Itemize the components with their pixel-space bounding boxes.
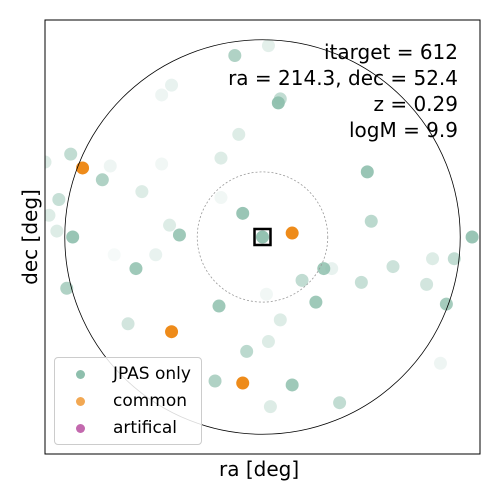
- point-jpas-only-13: [52, 193, 66, 207]
- point-jpas-only-19: [236, 206, 250, 220]
- point-jpas-only-33: [420, 277, 434, 291]
- point-jpas-only-8: [95, 173, 109, 187]
- point-jpas-only-17: [163, 218, 177, 232]
- redshift-annotation: z = 0.29: [373, 92, 458, 116]
- itarget-annotation: itarget = 612: [323, 40, 458, 64]
- target-marker: [253, 227, 272, 247]
- legend-label-artifical: artifical: [113, 418, 177, 438]
- legend: JPAS only common artifical: [54, 357, 202, 445]
- y-axis-label: dec [deg]: [18, 189, 42, 285]
- point-jpas-only-0: [228, 49, 242, 63]
- point-jpas-only-22: [465, 230, 479, 244]
- point-jpas-only-42: [240, 344, 254, 358]
- legend-label-common: common: [113, 391, 188, 411]
- point-jpas-only-10: [155, 157, 169, 171]
- point-common-1: [285, 226, 299, 240]
- point-jpas-only-29: [354, 275, 368, 289]
- point-jpas-only-4: [165, 78, 179, 92]
- point-jpas-only-11: [214, 151, 228, 165]
- point-jpas-only-24: [149, 248, 163, 262]
- point-jpas-only-39: [273, 313, 287, 327]
- point-jpas-only-31: [426, 252, 440, 266]
- legend-marker-jpas-only: [76, 369, 85, 379]
- point-jpas-only-14: [45, 208, 56, 222]
- point-jpas-only-26: [317, 262, 331, 276]
- legend-marker-common: [76, 396, 85, 406]
- point-jpas-only-32: [447, 252, 461, 266]
- point-jpas-only-6: [45, 155, 52, 169]
- point-jpas-only-20: [256, 230, 269, 244]
- point-jpas-only-41: [261, 335, 275, 349]
- legend-item-common: common: [55, 389, 187, 413]
- point-jpas-only-46: [333, 396, 347, 410]
- point-jpas-only-30: [386, 260, 400, 274]
- legend-item-jpas-only: JPAS only: [55, 362, 191, 386]
- point-common-2: [165, 325, 179, 339]
- point-jpas-only-48: [155, 88, 169, 102]
- point-jpas-only-49: [214, 191, 228, 205]
- point-jpas-only-43: [433, 356, 447, 370]
- point-jpas-only-3: [271, 96, 285, 110]
- point-jpas-only-21: [364, 214, 378, 228]
- plot-frame: [44, 19, 481, 455]
- point-jpas-only-25: [129, 262, 143, 276]
- coordinates-annotation: ra = 214.3, dec = 52.4: [228, 66, 458, 90]
- point-jpas-only-15: [50, 224, 64, 238]
- point-jpas-only-47: [263, 400, 277, 414]
- point-jpas-only-9: [135, 185, 149, 199]
- point-jpas-only-44: [208, 374, 222, 388]
- outer-search-circle: [64, 39, 461, 435]
- point-jpas-only-16: [66, 230, 80, 244]
- point-jpas-only-40: [121, 317, 135, 331]
- point-jpas-only-45: [285, 378, 299, 392]
- point-jpas-only-28: [295, 273, 309, 287]
- legend-item-artifical: artifical: [55, 416, 177, 440]
- point-common-0: [76, 161, 90, 175]
- legend-marker-artifical: [76, 423, 85, 433]
- point-jpas-only-7: [103, 159, 117, 173]
- point-jpas-only-23: [107, 248, 121, 262]
- point-jpas-only-38: [212, 299, 226, 313]
- point-jpas-only-18: [172, 228, 186, 242]
- x-axis-label: ra [deg]: [219, 457, 300, 481]
- legend-label-jpas-only: JPAS only: [113, 364, 191, 384]
- point-jpas-only-34: [60, 281, 74, 295]
- point-jpas-only-1: [261, 39, 275, 53]
- point-jpas-only-50: [232, 127, 246, 141]
- point-jpas-only-36: [309, 295, 323, 309]
- point-jpas-only-12: [360, 165, 374, 179]
- point-jpas-only-27: [325, 262, 339, 276]
- point-jpas-only-35: [259, 287, 273, 301]
- inner-search-circle: [196, 171, 329, 303]
- mass-annotation: logM = 9.9: [348, 118, 458, 142]
- point-jpas-only-5: [64, 147, 78, 161]
- point-common-3: [236, 376, 250, 390]
